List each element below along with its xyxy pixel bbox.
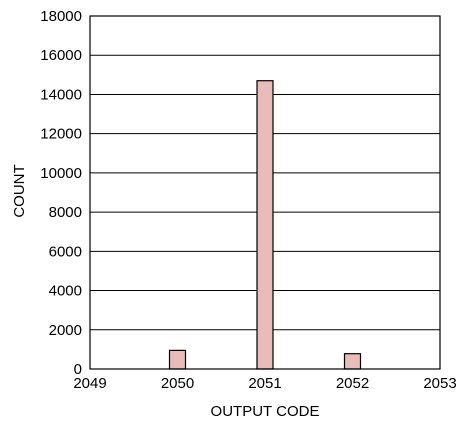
- x-tick-label: 2051: [248, 375, 281, 392]
- y-tick-label: 6000: [49, 243, 82, 260]
- y-tick-label: 4000: [49, 283, 82, 300]
- y-tick-label: 14000: [40, 86, 82, 103]
- x-tick-label: 2052: [336, 375, 369, 392]
- y-tick-label: 12000: [40, 126, 82, 143]
- plot-frame: [89, 15, 441, 370]
- bar-2050: [168, 349, 187, 370]
- y-tick-labels: 0 2000 4000 6000 8000 10000 12000 14000 16000 180…: [40, 8, 82, 378]
- x-tick-label: 2050: [161, 375, 194, 392]
- y-tick-label: 18000: [40, 8, 82, 25]
- y-tick-label: 10000: [40, 165, 82, 182]
- y-tick-label: 2000: [49, 322, 82, 339]
- x-tick-label: 2053: [423, 375, 456, 392]
- bar-2051: [256, 80, 274, 370]
- y-axis-title: COUNT: [11, 164, 28, 217]
- y-tick-label: 0: [74, 361, 82, 378]
- y-tick-label: 8000: [49, 204, 82, 221]
- y-tick-label: 16000: [40, 47, 82, 64]
- x-tick-label: 2049: [73, 375, 106, 392]
- bar-2052: [343, 353, 362, 370]
- x-axis-title: OUTPUT CODE: [211, 403, 320, 420]
- x-tick-labels: 2049 2050 2051 2052 2053: [73, 375, 456, 392]
- bars: [168, 80, 362, 370]
